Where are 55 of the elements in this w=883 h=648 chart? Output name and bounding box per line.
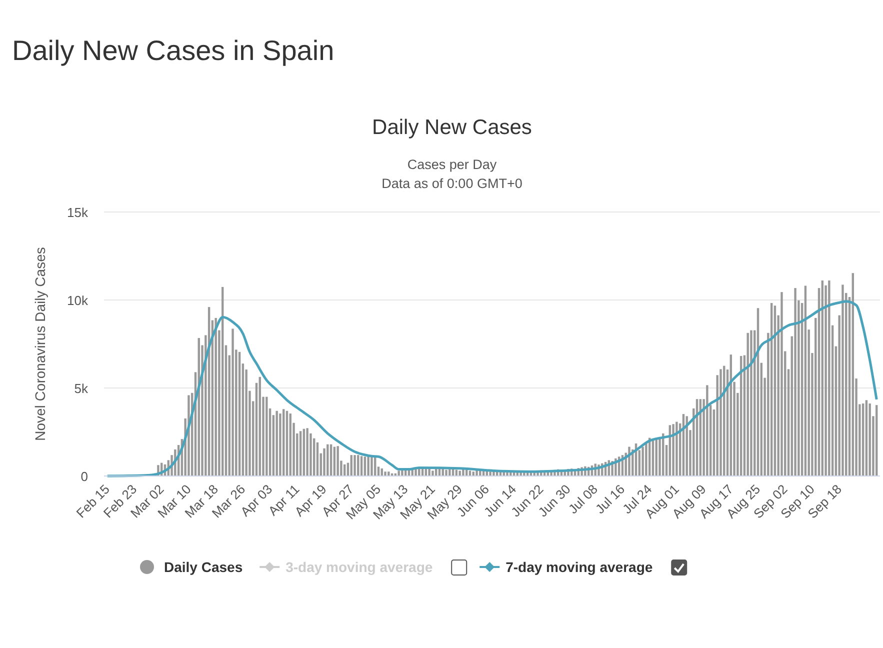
line-series	[106, 300, 878, 478]
bar	[384, 472, 386, 476]
bar	[876, 405, 878, 476]
y-tick-label: 10k	[67, 293, 88, 308]
chart-title: Daily New Cases in Spain	[12, 35, 334, 66]
text: Data as of 0:00 GMT+0	[382, 176, 522, 191]
chart-subtitle: Daily New Cases	[372, 116, 532, 139]
bar	[306, 428, 308, 476]
bar	[238, 352, 241, 476]
bar	[336, 446, 339, 476]
bar	[458, 470, 461, 476]
bar	[706, 385, 708, 476]
bar	[746, 332, 749, 476]
bar	[672, 424, 674, 476]
bar	[720, 369, 722, 476]
bar	[323, 448, 326, 476]
bar	[266, 396, 268, 476]
y-tick-label: 15k	[67, 205, 88, 220]
bar	[750, 330, 752, 476]
bar	[232, 328, 234, 476]
bar	[489, 472, 492, 476]
bar	[282, 409, 285, 476]
bar	[326, 444, 329, 476]
bar	[445, 470, 448, 476]
bar	[214, 318, 217, 476]
bar	[842, 284, 844, 476]
bar	[780, 292, 783, 476]
bar	[370, 456, 373, 476]
text: Cases per Day	[407, 157, 497, 172]
bar	[862, 403, 864, 476]
bar	[676, 422, 678, 476]
bar	[289, 414, 292, 476]
bar	[367, 456, 370, 476]
bar	[299, 431, 302, 476]
bar	[655, 438, 658, 476]
bar	[462, 469, 464, 476]
bar	[506, 472, 508, 476]
bar	[868, 403, 871, 476]
bar	[286, 410, 288, 476]
bar	[398, 470, 400, 476]
bar	[258, 376, 261, 476]
bar	[354, 455, 356, 476]
legend-label: Daily Cases	[164, 559, 243, 575]
bar	[276, 410, 278, 476]
bar	[686, 416, 688, 476]
bar	[432, 470, 434, 476]
bar	[658, 436, 661, 476]
bar	[865, 400, 868, 476]
legend-label: 7-day moving average	[506, 559, 653, 575]
y-tick-label: 5k	[74, 381, 88, 396]
y-axis-title: Novel Coronavirus Daily Cases	[32, 247, 48, 441]
bar	[794, 288, 796, 476]
y-tick-label: 0	[80, 469, 88, 484]
bar	[828, 280, 830, 476]
bar	[642, 446, 644, 476]
